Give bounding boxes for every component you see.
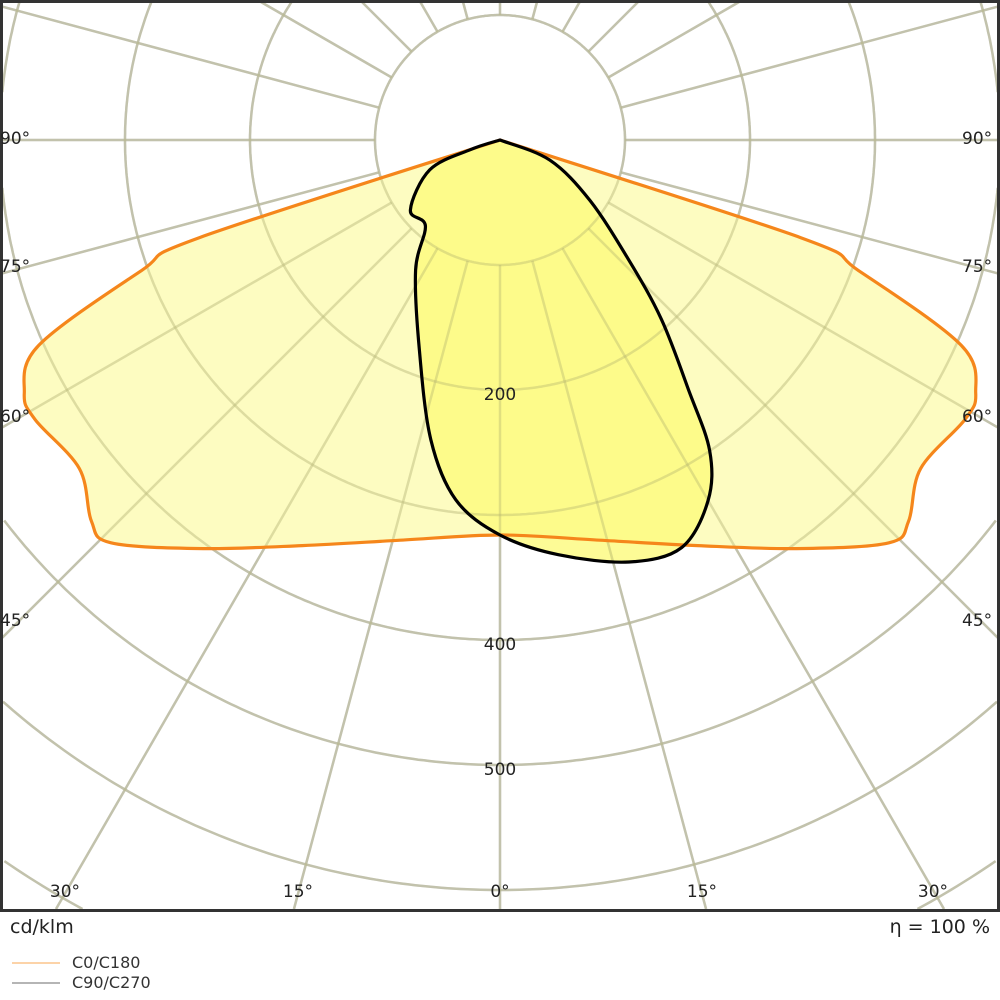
angle-label-left: 60° <box>0 407 31 427</box>
legend-item-c0-c180: C0/C180 <box>12 953 140 972</box>
angle-gridline <box>461 1 469 20</box>
polar-intensity-chart <box>0 0 1000 912</box>
legend-label: C0/C180 <box>72 953 141 972</box>
angle-gridline-overlay <box>531 260 708 910</box>
radial-tick-label: 400 <box>483 635 517 655</box>
series-line-c90-c270 <box>408 138 714 564</box>
angle-gridline-overlay <box>292 260 469 910</box>
radial-tick-label: 500 <box>483 760 517 780</box>
angle-label-bottom: 30° <box>49 882 81 902</box>
angle-gridline-overlay <box>587 1 639 53</box>
angle-label-bottom: 15° <box>686 882 718 902</box>
unit-label: cd/klm <box>10 916 74 938</box>
angle-gridline-overlay <box>607 0 740 79</box>
legend-label: C90/C270 <box>72 973 151 992</box>
angle-label-right: 90° <box>962 129 993 149</box>
angle-gridline-overlay <box>607 201 999 429</box>
angle-gridline-overlay <box>419 1 439 33</box>
angle-gridline <box>531 1 539 20</box>
angle-gridline-overlay <box>54 247 439 910</box>
efficiency-label: η = 100 % <box>889 916 990 938</box>
angle-gridline <box>361 1 413 53</box>
angle-gridline-overlay <box>531 1 539 20</box>
series-fill-c90-c270 <box>410 140 712 563</box>
legend-item-c90-c270: C90/C270 <box>12 973 151 992</box>
radial-gridline-overlay <box>248 1 752 392</box>
angle-gridline <box>1 171 380 275</box>
angle-gridline-overlay <box>1 5 380 109</box>
angle-label-right: 75° <box>962 257 993 277</box>
plot-frame <box>0 0 1000 912</box>
angle-gridline <box>620 171 999 275</box>
angle-label-left: 45° <box>0 611 31 631</box>
angle-gridline-overlay <box>1 227 413 639</box>
angle-label-bottom: 15° <box>282 882 314 902</box>
intensity-curves <box>1 0 999 911</box>
angle-label-left: 90° <box>0 129 31 149</box>
angle-label-bottom: 0° <box>490 882 510 902</box>
angle-label-right: 60° <box>962 407 993 427</box>
radial-gridline <box>2 700 998 892</box>
angle-gridline <box>561 1 581 33</box>
angle-gridline-overlay <box>361 1 413 53</box>
angle-gridline-overlay <box>1 201 393 429</box>
radial-gridline-overlay <box>2 700 998 892</box>
angle-gridline-overlay <box>1 171 380 275</box>
angle-label-bottom: 30° <box>917 882 949 902</box>
angle-gridline <box>1 5 380 109</box>
radial-gridline-overlay <box>1 1 999 642</box>
radial-gridline-overlay <box>373 13 627 267</box>
legend-swatch-c0-c180 <box>12 961 60 964</box>
angle-gridline <box>419 1 439 33</box>
angle-gridline-overlay <box>561 1 581 33</box>
angle-gridline-overlay <box>461 1 469 20</box>
angle-label-left: 75° <box>0 257 31 277</box>
radial-gridline <box>3 860 997 911</box>
angle-gridline-overlay <box>260 0 393 79</box>
radial-gridline-overlay <box>3 860 997 911</box>
radial-gridline <box>3 519 997 767</box>
radial-tick-label: 200 <box>483 385 517 405</box>
angle-gridline-overlay <box>587 227 999 639</box>
angle-gridline <box>587 1 639 53</box>
radial-gridline-overlay <box>3 519 997 767</box>
angle-label-right: 45° <box>962 611 993 631</box>
angle-gridline <box>620 5 999 109</box>
angle-gridline-overlay <box>620 171 999 275</box>
radial-gridline-overlay <box>123 2 877 517</box>
angle-gridline-overlay <box>561 247 946 910</box>
legend-swatch-c90-c270 <box>12 981 60 984</box>
angle-gridline-overlay <box>620 5 999 109</box>
